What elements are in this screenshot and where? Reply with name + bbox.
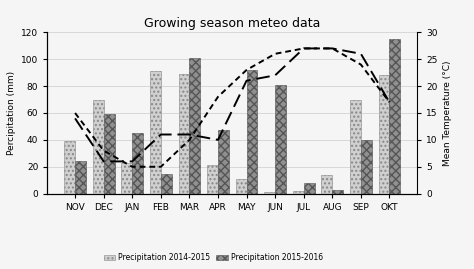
Mean Temperature 2015-2016 [215,95,221,98]
Line: Mean Temperature 2015-2016: Mean Temperature 2015-2016 [75,48,390,167]
Legend: Precipitation 2014-2015, Precipitation 2015-2016: Precipitation 2014-2015, Precipitation 2… [104,253,323,263]
Mean Temperature 2014-2015 [358,52,364,55]
Mean Temperature 2014-2015 [158,133,164,136]
Y-axis label: Mean Temperature (°C): Mean Temperature (°C) [443,60,452,166]
Mean Temperature 2014-2015 [72,117,78,120]
Mean Temperature 2015-2016 [329,47,335,50]
Title: Growing season meteo data: Growing season meteo data [144,17,320,30]
Mean Temperature 2014-2015 [329,47,335,50]
Bar [64,141,75,194]
Bar [121,163,132,194]
Bar [304,183,315,194]
Line: Mean Temperature 2014-2015: Mean Temperature 2014-2015 [75,48,390,161]
Bar [379,75,390,194]
Mean Temperature 2014-2015 [101,160,107,163]
Mean Temperature 2015-2016 [187,138,192,141]
Bar [104,114,115,194]
Mean Temperature 2015-2016 [129,165,135,168]
Bar [179,74,190,194]
Mean Temperature 2014-2015 [187,133,192,136]
Mean Temperature 2015-2016 [72,111,78,115]
Mean Temperature 2015-2016 [158,165,164,168]
Bar [75,161,86,194]
Mean Temperature 2014-2015 [129,160,135,163]
Bar [350,100,361,194]
Mean Temperature 2014-2015 [244,79,249,82]
Bar [236,179,246,194]
Bar [207,165,218,194]
Bar [275,85,286,194]
Bar [150,71,161,194]
Bar [161,174,172,194]
Mean Temperature 2014-2015 [272,74,278,77]
Bar [190,58,200,194]
Bar [264,192,275,194]
Bar [218,130,229,194]
Mean Temperature 2014-2015 [215,138,221,141]
Mean Temperature 2014-2015 [301,47,307,50]
Mean Temperature 2015-2016 [358,63,364,66]
Mean Temperature 2015-2016 [244,68,249,72]
Bar [246,70,257,194]
Bar [293,191,304,194]
Bar [132,133,143,194]
Bar [321,175,332,194]
Mean Temperature 2015-2016 [272,52,278,55]
Mean Temperature 2015-2016 [301,47,307,50]
Y-axis label: Percipitation (mm): Percipitation (mm) [7,71,16,155]
Bar [332,190,343,194]
Mean Temperature 2014-2015 [387,101,392,104]
Mean Temperature 2015-2016 [387,101,392,104]
Bar [361,140,372,194]
Mean Temperature 2015-2016 [101,149,107,152]
Bar [390,39,401,194]
Bar [93,100,104,194]
